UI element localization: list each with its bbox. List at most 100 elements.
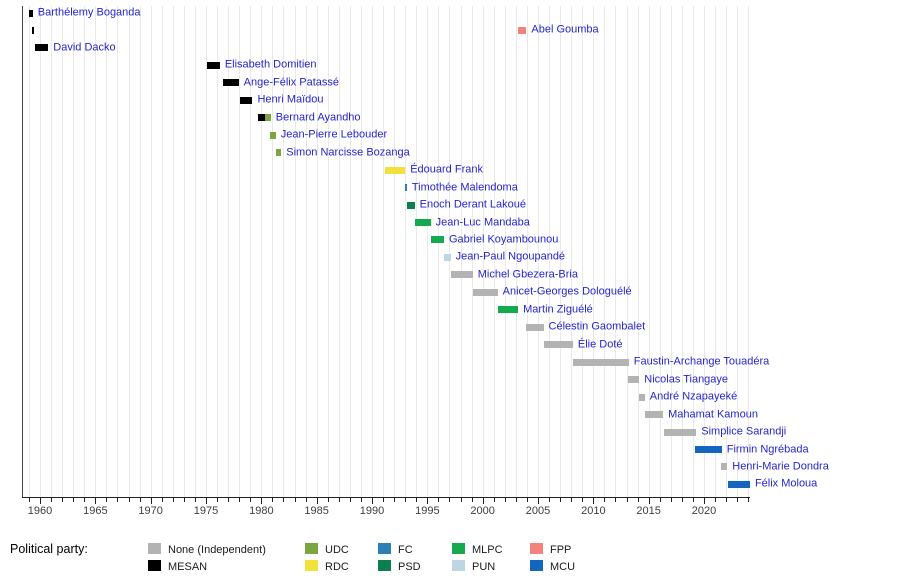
person-label[interactable]: Henri-Marie Dondra xyxy=(732,460,829,473)
minor-tick xyxy=(228,498,230,502)
minor-tick xyxy=(504,498,506,502)
timeline-bar-segment xyxy=(721,463,728,471)
legend-swatch xyxy=(148,560,161,571)
person-label[interactable]: Simplice Sarandji xyxy=(701,425,787,438)
person-label[interactable]: Ange-Félix Patassé xyxy=(243,76,340,89)
person-label[interactable]: Simon Narcisse Bozanga xyxy=(286,146,410,159)
person-label[interactable]: Bernard Ayandho xyxy=(275,111,361,124)
grid-line xyxy=(715,6,717,497)
timeline-bar-segment xyxy=(264,114,271,122)
minor-tick xyxy=(283,498,285,502)
timeline-bar-segment xyxy=(270,131,276,139)
grid-line xyxy=(172,6,174,497)
grid-line xyxy=(449,6,451,497)
legend-label: UDC xyxy=(325,544,349,556)
person-label[interactable]: Célestin Gaombalet xyxy=(548,320,646,333)
person-label[interactable]: Barthélemy Boganda xyxy=(37,6,141,19)
person-label[interactable]: Michel Gbezera-Bria xyxy=(477,268,578,281)
timeline-bar-segment xyxy=(258,114,265,122)
person-label[interactable]: Félix Moloua xyxy=(754,477,818,490)
timeline-bar-segment xyxy=(497,306,519,314)
person-label[interactable]: Jean-Pierre Lebouder xyxy=(280,128,388,141)
grid-line xyxy=(626,6,628,497)
minor-tick xyxy=(549,498,551,502)
minor-tick xyxy=(604,498,606,502)
timeline-bar-segment xyxy=(223,79,239,87)
minor-tick xyxy=(692,498,694,502)
y-axis-line xyxy=(22,6,24,497)
grid-line xyxy=(40,6,41,497)
grid-line xyxy=(692,6,694,497)
person-label[interactable]: Enoch Derant Lakoué xyxy=(419,198,527,211)
timeline-bar-segment xyxy=(32,26,35,34)
legend-swatch xyxy=(378,560,391,571)
grid-line xyxy=(338,6,340,497)
legend-swatch xyxy=(305,560,318,571)
timeline-bar-segment xyxy=(526,323,544,331)
person-label[interactable]: Élie Doté xyxy=(577,338,623,351)
person-label[interactable]: Abel Goumba xyxy=(531,23,599,36)
timeline-bar-segment xyxy=(472,288,498,296)
timeline-bar-segment xyxy=(638,393,645,401)
tick-label: 2005 xyxy=(525,505,551,517)
person-label[interactable]: Nicolas Tiangaye xyxy=(644,373,729,386)
minor-tick xyxy=(748,498,750,502)
minor-tick xyxy=(28,498,30,502)
minor-tick xyxy=(172,498,174,502)
person-label[interactable]: Jean-Luc Mandaba xyxy=(435,216,530,229)
minor-tick xyxy=(615,498,617,502)
grid-line xyxy=(748,6,750,497)
minor-tick xyxy=(493,498,495,502)
grid-line xyxy=(526,6,528,497)
minor-tick xyxy=(460,498,462,502)
grid-line xyxy=(560,6,562,497)
grid-line xyxy=(549,6,551,497)
grid-line xyxy=(117,6,119,497)
timeline-bar-segment xyxy=(572,358,629,366)
person-label[interactable]: Mahamat Kamoun xyxy=(668,408,758,421)
person-label[interactable]: Faustin-Archange Touadéra xyxy=(633,355,770,368)
grid-line xyxy=(504,6,506,497)
minor-tick xyxy=(526,498,528,502)
timeline-bar-segment xyxy=(239,96,253,104)
tick-label: 2000 xyxy=(470,505,495,517)
legend-label: FPP xyxy=(550,544,572,556)
timeline-bar-segment xyxy=(443,253,451,261)
grid-line xyxy=(593,6,595,497)
person-label[interactable]: Jean-Paul Ngoupandé xyxy=(455,250,566,263)
person-label[interactable]: Firmin Ngrébada xyxy=(726,443,809,455)
plot-area: 1960 1965 1970 1975 1980 1985 1990 1995 2000 2005… xyxy=(22,6,829,517)
minor-tick xyxy=(405,498,407,502)
person-label[interactable]: Martin Ziguélé xyxy=(523,303,593,316)
tick-label: 2015 xyxy=(636,505,661,517)
grid-line xyxy=(239,6,241,497)
minor-tick xyxy=(62,498,64,502)
minor-tick xyxy=(626,498,628,502)
major-tick xyxy=(482,498,484,504)
person-label[interactable]: Timothée Malendoma xyxy=(411,181,518,194)
minor-tick xyxy=(715,498,717,502)
person-label[interactable]: Elisabeth Domitien xyxy=(224,58,317,71)
grid-line xyxy=(73,6,75,497)
grid-line xyxy=(51,6,53,497)
legend-label: MCU xyxy=(550,561,576,573)
tick-label: 1995 xyxy=(415,505,440,517)
minor-tick xyxy=(239,498,241,502)
grid-line xyxy=(183,6,185,497)
timeline-bar-segment xyxy=(695,446,722,453)
grid-line xyxy=(228,6,230,497)
legend-label: MLPC xyxy=(472,544,503,556)
tick-label: 1985 xyxy=(304,505,329,517)
minor-tick xyxy=(272,498,274,502)
person-label[interactable]: Anicet-Georges Dologuélé xyxy=(502,285,632,298)
person-label[interactable]: Henri Maïdou xyxy=(257,93,324,106)
timeline-bar-segment xyxy=(663,428,697,436)
grid-line xyxy=(737,6,739,497)
person-label[interactable]: Édouard Frank xyxy=(410,163,483,176)
timeline-bar-segment xyxy=(543,341,573,349)
person-label[interactable]: Gabriel Koyambounou xyxy=(448,233,559,246)
person-label[interactable]: David Dacko xyxy=(53,41,116,54)
person-label[interactable]: André Nzapayeké xyxy=(649,390,738,403)
legend-swatch xyxy=(452,560,465,571)
